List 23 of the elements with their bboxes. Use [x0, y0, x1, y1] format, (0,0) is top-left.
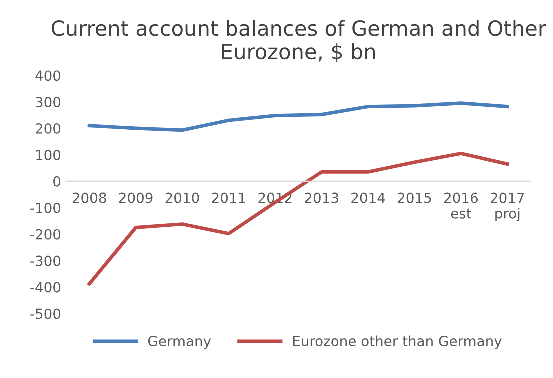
x-tick-label: 2015 [398, 192, 432, 204]
x-tick-label: 2016 est [444, 192, 478, 219]
x-tick-label: 2008 [72, 192, 106, 204]
y-tick-label: 400 [36, 70, 61, 82]
y-tick-label: 0 [54, 176, 61, 187]
x-tick-label: 2014 [352, 192, 386, 204]
legend-label: Germany [148, 336, 212, 350]
x-tick-label: 2017 proj [491, 192, 524, 222]
y-tick-label: -500 [30, 308, 61, 320]
y-tick-label: -100 [30, 202, 61, 214]
line-series [88, 102, 510, 132]
x-tick-label: 2010 [166, 192, 200, 204]
y-tick-label: 100 [36, 150, 61, 160]
x-tick-label: 2009 [119, 192, 153, 204]
legend-label: Eurozone other than Germany [293, 336, 502, 350]
chart-title: Current account balances of German and Other Eurozone, $ bn [52, 20, 546, 62]
x-tick-label: 2013 [305, 192, 338, 204]
y-tick-label: 300 [36, 97, 61, 108]
y-tick-label: -400 [30, 282, 61, 293]
y-tick-label: -300 [30, 256, 61, 266]
y-tick-label: -200 [30, 229, 61, 240]
y-tick-label: 200 [36, 123, 61, 134]
x-tick-label: 2011 [212, 192, 246, 204]
